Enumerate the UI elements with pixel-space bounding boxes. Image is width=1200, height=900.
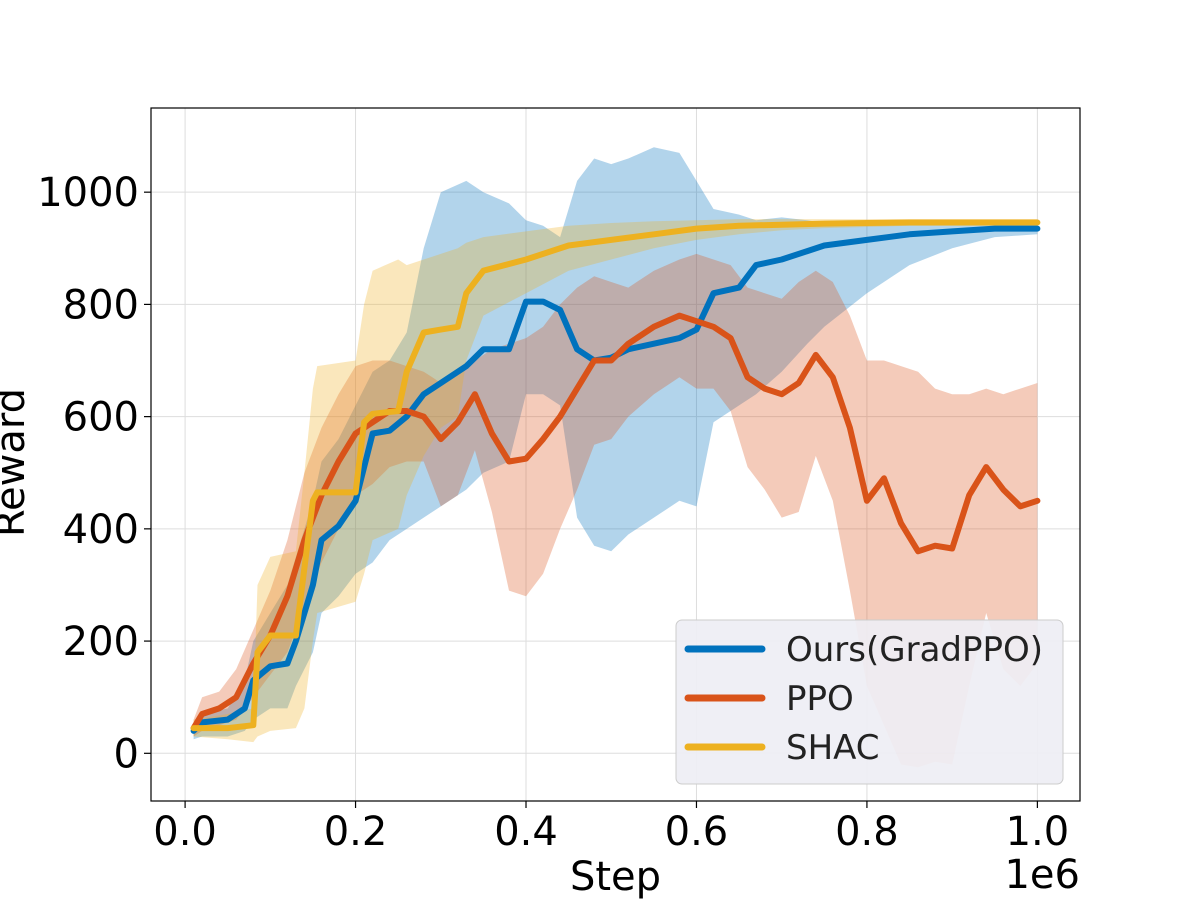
line-ppo	[190, 312, 1041, 732]
band-ours-gradppo	[193, 147, 1038, 740]
line-ours-gradppo	[190, 225, 1041, 734]
legend-label-ppo: PPO	[786, 679, 854, 719]
x-axis-offset-label: 1e6	[1004, 852, 1080, 898]
x-axis-label: Step	[570, 854, 661, 900]
y-tick-label: 200	[63, 619, 139, 665]
legend: Ours(GradPPO) PPO SHAC	[675, 619, 1064, 785]
x-tick-label: 1.0	[1006, 809, 1070, 855]
y-tick-label: 800	[63, 282, 139, 328]
y-axis-label: Reward	[0, 388, 34, 537]
x-tick-label: 0.6	[665, 809, 729, 855]
band-shac	[193, 219, 1038, 743]
y-tick-label: 1000	[37, 170, 139, 216]
x-tick-label: 0.8	[835, 809, 899, 855]
line-shac	[190, 219, 1041, 732]
x-tick-label: 0.0	[153, 809, 217, 855]
legend-box	[675, 619, 1064, 785]
x-tick-label: 0.4	[494, 809, 558, 855]
y-tick-label: 400	[63, 507, 139, 553]
legend-label-shac: SHAC	[786, 728, 880, 768]
y-tick-label: 0	[114, 731, 139, 777]
plot-frame	[150, 107, 1081, 802]
legend-label-ours-gradppo: Ours(GradPPO)	[786, 630, 1043, 670]
x-axis-ticks: 0.0 0.2 0.4 0.6 0.8 1.0	[153, 801, 1069, 855]
x-tick-label: 0.2	[324, 809, 388, 855]
series-lines	[190, 219, 1041, 734]
y-tick-label: 600	[63, 395, 139, 441]
y-axis-ticks: 0 200 400 600 800 1000	[37, 170, 151, 777]
